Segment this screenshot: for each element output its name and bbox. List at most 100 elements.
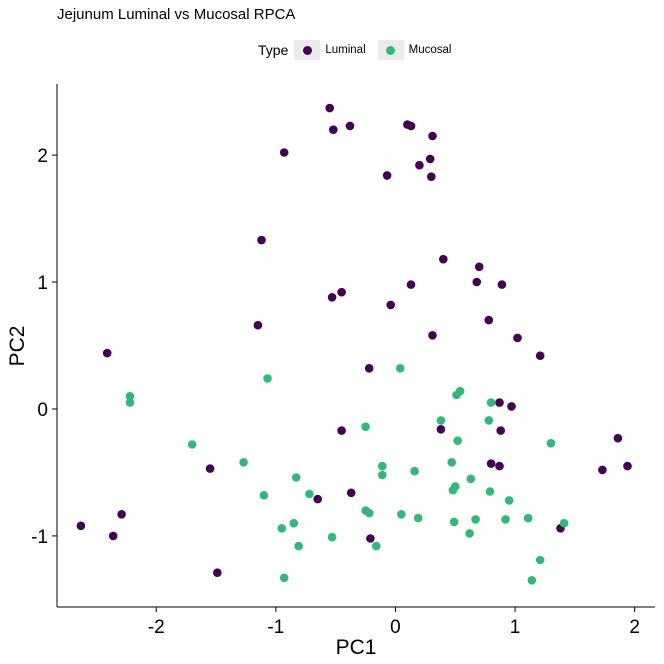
y-axis-title: PC2 <box>6 326 29 367</box>
point-luminal-39 <box>313 494 323 504</box>
point-mucosal-43 <box>527 576 537 585</box>
point-mucosal-9 <box>361 422 370 432</box>
point-mucosal-2 <box>263 374 272 383</box>
point-luminal-24 <box>102 348 112 358</box>
chart-title: Jejunum Luminal vs Mucosal RPCA <box>57 6 296 23</box>
point-mucosal-34 <box>559 518 569 528</box>
point-luminal-20 <box>484 315 494 325</box>
point-mucosal-29 <box>397 510 406 519</box>
point-luminal-40 <box>76 521 86 531</box>
x-tick-label: -1 <box>267 617 284 638</box>
point-mucosal-0 <box>125 392 135 401</box>
point-luminal-27 <box>495 398 504 407</box>
point-luminal-28 <box>507 402 516 411</box>
point-mucosal-31 <box>471 515 480 524</box>
legend-dot-luminal <box>302 45 312 55</box>
point-mucosal-24 <box>259 491 269 500</box>
point-luminal-34 <box>495 461 504 471</box>
point-mucosal-18 <box>291 473 301 482</box>
point-luminal-30 <box>436 425 446 434</box>
point-mucosal-15 <box>378 461 387 471</box>
legend-key-luminal <box>294 40 321 60</box>
point-luminal-4 <box>406 121 416 131</box>
point-luminal-7 <box>425 154 435 164</box>
y-tick-label: -1 <box>31 527 48 548</box>
legend-label-mucosal: Mucosal <box>408 44 452 56</box>
point-mucosal-25 <box>289 518 299 528</box>
point-luminal-9 <box>382 171 392 180</box>
point-luminal-42 <box>108 531 118 541</box>
point-mucosal-12 <box>546 438 556 448</box>
y-tick-label: 0 <box>37 400 48 421</box>
point-luminal-18 <box>327 293 337 302</box>
points-layer <box>76 103 632 585</box>
point-luminal-45 <box>213 568 222 577</box>
point-mucosal-38 <box>465 529 474 538</box>
point-luminal-13 <box>474 262 484 272</box>
point-mucosal-6 <box>486 398 496 407</box>
point-mucosal-13 <box>239 458 248 467</box>
point-luminal-33 <box>486 459 496 468</box>
point-luminal-35 <box>623 461 632 471</box>
point-mucosal-26 <box>504 496 514 505</box>
point-mucosal-41 <box>535 555 545 565</box>
point-luminal-36 <box>205 464 215 473</box>
x-tick-label: 0 <box>390 617 401 638</box>
point-mucosal-1 <box>125 398 135 407</box>
point-luminal-6 <box>279 148 289 157</box>
point-mucosal-5 <box>452 390 461 400</box>
point-luminal-15 <box>406 280 416 289</box>
point-luminal-25 <box>535 351 545 361</box>
x-tick-label: 1 <box>510 617 521 638</box>
y-tick-label: 1 <box>37 273 48 294</box>
legend-label-luminal: Luminal <box>325 44 366 56</box>
point-mucosal-23 <box>305 489 314 499</box>
point-mucosal-33 <box>523 513 533 523</box>
y-tick-label: 2 <box>37 146 48 167</box>
point-mucosal-16 <box>378 470 387 480</box>
point-mucosal-32 <box>501 515 510 524</box>
x-tick-label: -2 <box>148 617 165 638</box>
point-luminal-22 <box>513 333 522 343</box>
point-mucosal-11 <box>187 440 197 449</box>
legend-key-mucosal <box>377 40 404 60</box>
point-mucosal-14 <box>447 458 457 467</box>
point-mucosal-19 <box>466 474 476 484</box>
point-luminal-29 <box>337 426 346 435</box>
point-luminal-0 <box>325 103 335 113</box>
point-luminal-12 <box>439 254 448 264</box>
point-luminal-17 <box>337 287 346 297</box>
point-luminal-8 <box>415 160 424 170</box>
point-mucosal-37 <box>327 532 337 542</box>
ticks-layer: -2 -1 0 1 2 -1 0 1 2 <box>31 146 640 638</box>
point-luminal-16 <box>497 280 507 289</box>
point-mucosal-7 <box>436 416 446 425</box>
point-mucosal-22 <box>485 487 495 496</box>
point-luminal-23 <box>428 331 437 340</box>
point-mucosal-21 <box>448 485 458 495</box>
point-mucosal-17 <box>410 466 419 476</box>
point-mucosal-42 <box>279 573 289 583</box>
point-mucosal-8 <box>484 416 494 425</box>
point-luminal-11 <box>257 235 266 245</box>
point-mucosal-30 <box>413 513 423 523</box>
point-luminal-31 <box>496 426 506 435</box>
point-mucosal-39 <box>294 541 303 551</box>
point-luminal-26 <box>364 364 374 373</box>
legend-dot-mucosal <box>386 45 396 55</box>
point-luminal-38 <box>346 488 356 498</box>
point-luminal-32 <box>613 433 623 443</box>
point-luminal-2 <box>345 121 355 131</box>
point-luminal-44 <box>366 534 375 543</box>
point-mucosal-36 <box>277 524 287 533</box>
point-luminal-10 <box>427 172 436 181</box>
point-mucosal-35 <box>449 517 459 527</box>
point-luminal-19 <box>386 300 396 310</box>
x-tick-label: 2 <box>629 617 640 638</box>
point-luminal-1 <box>329 125 338 134</box>
point-mucosal-40 <box>372 541 381 551</box>
legend: Type Luminal Mucosal <box>258 40 463 60</box>
point-mucosal-10 <box>453 436 463 446</box>
point-luminal-5 <box>428 131 437 141</box>
